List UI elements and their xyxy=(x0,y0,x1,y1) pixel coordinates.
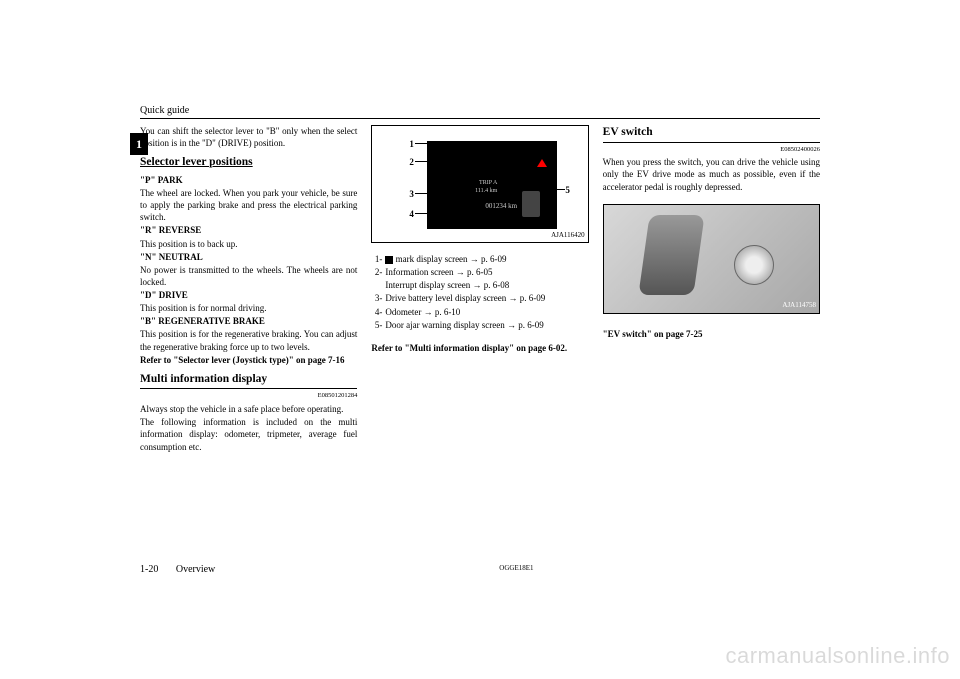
trip-label: TRIP A xyxy=(479,180,497,186)
b-brake-text: This position is for the regenerative br… xyxy=(140,328,357,352)
list-text: Information screen → p. 6-05 xyxy=(385,266,588,278)
ev-code: E08502400026 xyxy=(603,146,820,155)
column-1: You can shift the selector lever to "B" … xyxy=(140,125,357,454)
p-park-label: "P" PARK xyxy=(140,174,357,186)
car-outline-icon xyxy=(522,191,540,217)
list-item-3: 3- Drive battery level display screen → … xyxy=(371,292,588,304)
d-drive-label: "D" DRIVE xyxy=(140,289,357,301)
leader-2 xyxy=(415,161,429,162)
list-num: 1- xyxy=(371,253,385,265)
multi-info-p2: The following information is included on… xyxy=(140,416,357,452)
list-text: Door ajar warning display screen → p. 6-… xyxy=(385,319,588,331)
ev-text: When you press the switch, you can drive… xyxy=(603,156,820,192)
drive-mode-dial-icon xyxy=(734,245,774,285)
footer-left: 1-20 Overview xyxy=(140,564,215,575)
display-diagram: TRIP A 111.4 km 001234 km 1 2 3 4 5 AJA1… xyxy=(371,125,588,243)
callout-1: 1 xyxy=(408,138,415,150)
list-text: Odometer → p. 6-10 xyxy=(385,306,588,318)
multi-info-p1: Always stop the vehicle in a safe place … xyxy=(140,403,357,415)
list-item-5: 5- Door ajar warning display screen → p.… xyxy=(371,319,588,331)
callout-3: 3 xyxy=(408,188,415,200)
list-text-inner: mark display screen → p. 6-09 xyxy=(393,254,506,264)
column-2: TRIP A 111.4 km 001234 km 1 2 3 4 5 AJA1… xyxy=(371,125,588,454)
list-num xyxy=(371,279,385,291)
trip-readout: TRIP A 111.4 km xyxy=(475,179,497,195)
spacer xyxy=(603,194,820,204)
footer-code: OGGE18E1 xyxy=(499,564,533,575)
b-brake-label: "B" REGENERATIVE BRAKE xyxy=(140,315,357,327)
column-3: EV switch E08502400026 When you press th… xyxy=(603,125,820,454)
spacer xyxy=(371,243,588,253)
spacer xyxy=(371,332,588,342)
section-name: Overview xyxy=(176,564,215,575)
list-item-4: 4- Odometer → p. 6-10 xyxy=(371,306,588,318)
callout-2: 2 xyxy=(408,156,415,168)
list-item-1: 1- mark display screen → p. 6-09 xyxy=(371,253,588,265)
columns: You can shift the selector lever to "B" … xyxy=(140,125,820,454)
n-neutral-label: "N" NEUTRAL xyxy=(140,251,357,263)
gear-lever-icon xyxy=(638,215,704,295)
leader-5 xyxy=(555,189,565,190)
selector-ref: Refer to "Selector lever (Joystick type)… xyxy=(140,354,357,366)
leader-3 xyxy=(415,193,429,194)
info-screen: TRIP A 111.4 km 001234 km xyxy=(427,141,557,229)
spacer xyxy=(603,314,820,328)
ev-caption: AJA114758 xyxy=(782,301,816,310)
list-num: 4- xyxy=(371,306,385,318)
leader-4 xyxy=(415,213,429,214)
display-caption: AJA116420 xyxy=(551,231,585,240)
trip-value: 111.4 km xyxy=(475,188,497,194)
r-reverse-label: "R" REVERSE xyxy=(140,224,357,236)
list-text: mark display screen → p. 6-09 xyxy=(385,253,588,265)
selector-heading: Selector lever positions xyxy=(140,155,357,171)
leader-1 xyxy=(415,143,429,144)
page-footer: 1-20 Overview OGGE18E1 xyxy=(140,564,820,575)
callout-4: 4 xyxy=(408,208,415,220)
ev-switch-diagram: AJA114758 xyxy=(603,204,820,314)
list-item-2b: Interrupt display screen → p. 6-08 xyxy=(371,279,588,291)
list-text: Drive battery level display screen → p. … xyxy=(385,292,588,304)
warning-triangle-icon xyxy=(537,159,547,167)
r-reverse-text: This position is to back up. xyxy=(140,238,357,250)
page-header: Quick guide xyxy=(140,105,820,119)
intro-text: You can shift the selector lever to "B" … xyxy=(140,125,357,149)
chapter-tab: 1 xyxy=(130,133,148,155)
multi-info-heading: Multi information display xyxy=(140,372,357,390)
multi-ref: Refer to "Multi information display" on … xyxy=(371,342,588,354)
p-park-text: The wheel are locked. When you park your… xyxy=(140,187,357,223)
ev-ref: "EV switch" on page 7-25 xyxy=(603,328,820,340)
list-text: Interrupt display screen → p. 6-08 xyxy=(385,279,588,291)
footer-right xyxy=(818,564,821,575)
ev-heading: EV switch xyxy=(603,125,820,143)
d-drive-text: This position is for normal driving. xyxy=(140,302,357,314)
page-number: 1-20 xyxy=(140,564,158,575)
list-num: 2- xyxy=(371,266,385,278)
list-item-2: 2- Information screen → p. 6-05 xyxy=(371,266,588,278)
callout-5: 5 xyxy=(564,184,571,196)
multi-info-code: E08501201284 xyxy=(140,392,357,401)
manual-page: Quick guide 1 You can shift the selector… xyxy=(140,105,820,575)
list-num: 5- xyxy=(371,319,385,331)
list-num: 3- xyxy=(371,292,385,304)
warning-square-icon xyxy=(385,256,393,264)
watermark: carmanualsonline.info xyxy=(725,643,950,669)
odometer-readout: 001234 km xyxy=(485,202,517,211)
n-neutral-text: No power is transmitted to the wheels. T… xyxy=(140,264,357,288)
